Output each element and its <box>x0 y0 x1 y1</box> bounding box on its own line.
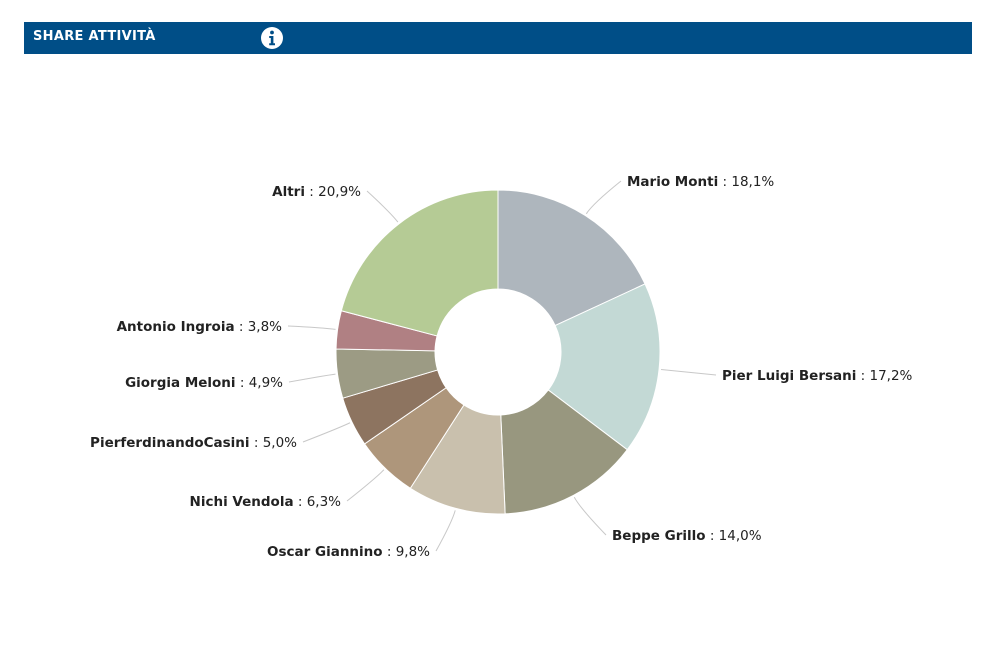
slice-label-value: : 9,8% <box>383 544 431 560</box>
donut-chart: Mario Monti : 18,1% Pier Luigi Bersani : … <box>90 174 913 560</box>
slice-label-name: Oscar Giannino <box>267 544 383 560</box>
slice-label-altri: Altri : 20,9% <box>272 184 361 200</box>
slice-label-name: Giorgia Meloni <box>125 375 235 391</box>
slice-label-antonio-ingroia: Antonio Ingroia : 3,8% <box>117 319 283 335</box>
leader-line-pierferdinandocasini <box>302 422 351 443</box>
slice-label-value: : 5,0% <box>250 435 298 451</box>
leader-line-pier-luigi-bersani <box>661 368 717 376</box>
slice-label-oscar-giannino: Oscar Giannino : 9,8% <box>267 544 430 560</box>
slice-label-name: Nichi Vendola <box>190 494 294 510</box>
section-title: SHARE ATTIVITÀ <box>33 29 156 44</box>
info-icon[interactable] <box>260 26 284 50</box>
slice-label-name: Pier Luigi Bersani <box>722 368 856 384</box>
slice-label-name: Beppe Grillo <box>612 528 706 544</box>
slice-pier-luigi-bersani[interactable] <box>547 283 661 451</box>
slice-label-value: : 3,8% <box>235 319 283 335</box>
slice-label-mario-monti: Mario Monti : 18,1% <box>627 174 774 190</box>
slice-altri[interactable] <box>340 189 499 337</box>
leader-line-antonio-ingroia <box>287 325 336 330</box>
slice-beppe-grillo[interactable] <box>500 389 628 515</box>
leader-line-nichi-vendola <box>346 469 385 502</box>
slice-mario-monti[interactable] <box>497 189 646 327</box>
slice-label-name: Antonio Ingroia <box>117 319 235 335</box>
section-header: SHARE ATTIVITÀ <box>24 22 972 54</box>
slice-label-pier-luigi-bersani: Pier Luigi Bersani : 17,2% <box>722 368 913 384</box>
leader-line-altri <box>366 190 399 223</box>
leader-line-beppe-grillo <box>573 496 607 536</box>
slice-label-value: : 20,9% <box>305 184 361 200</box>
chart-slices <box>335 189 661 515</box>
leader-line-oscar-giannino <box>435 510 456 552</box>
slice-label-value: : 17,2% <box>856 368 912 384</box>
slice-label-value: : 4,9% <box>236 375 284 391</box>
slice-label-value: : 18,1% <box>718 174 774 190</box>
chart-leader-lines <box>287 180 717 552</box>
slice-label-giorgia-meloni: Giorgia Meloni : 4,9% <box>125 375 283 391</box>
leader-line-giorgia-meloni <box>288 373 336 383</box>
slice-label-nichi-vendola: Nichi Vendola : 6,3% <box>190 494 342 510</box>
slice-label-value: : 14,0% <box>706 528 762 544</box>
slice-label-beppe-grillo: Beppe Grillo : 14,0% <box>612 528 762 544</box>
slice-label-name: Mario Monti <box>627 174 718 190</box>
leader-line-mario-monti <box>585 180 622 215</box>
slice-label-name: Altri <box>272 184 305 200</box>
slice-label-pierferdinandocasini: PierferdinandoCasini : 5,0% <box>90 435 297 451</box>
chart-labels: Mario Monti : 18,1% Pier Luigi Bersani : … <box>90 174 913 560</box>
slice-label-value: : 6,3% <box>294 494 342 510</box>
slice-label-name: PierferdinandoCasini <box>90 435 250 451</box>
